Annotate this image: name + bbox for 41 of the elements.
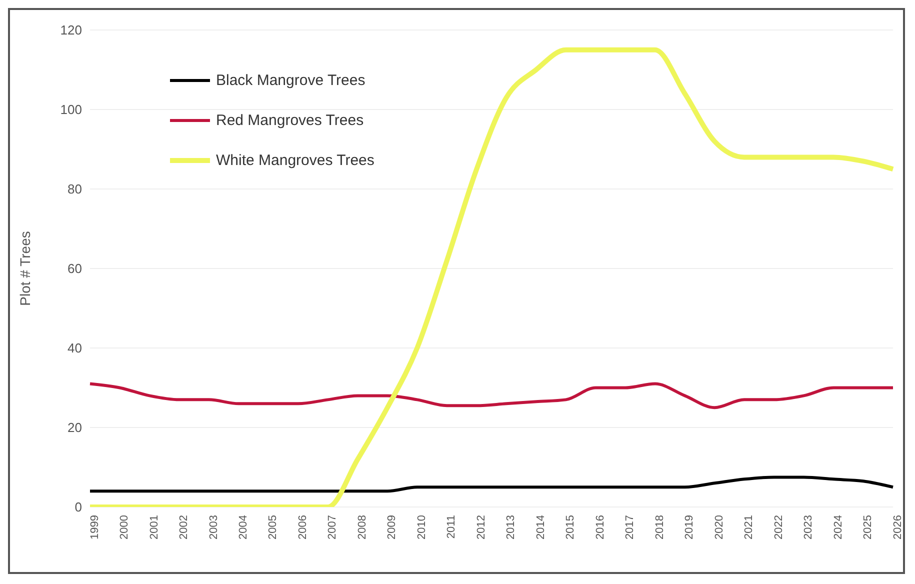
x-tick-label: 2002 [178, 515, 190, 540]
x-tick-label: 2026 [892, 515, 904, 540]
x-tick-label: 2013 [505, 515, 518, 540]
x-tick-label: 2020 [713, 515, 726, 540]
x-tick-label: 2009 [386, 515, 398, 540]
y-tick-label: 40 [68, 340, 82, 356]
y-tick-label: 120 [60, 22, 82, 38]
x-tick-label: 2007 [326, 515, 339, 540]
x-tick-label: 2005 [267, 515, 280, 540]
x-tick-label: 2011 [446, 515, 458, 539]
x-tick-label: 2001 [148, 515, 160, 540]
x-tick-label: 1999 [88, 515, 101, 540]
x-tick-label: 2010 [416, 515, 428, 540]
x-tick-label: 2025 [862, 515, 874, 540]
y-tick-label: 80 [68, 182, 82, 197]
x-tick-label: 2004 [238, 515, 250, 540]
y-tick-label: 20 [68, 420, 82, 436]
x-tick-label: 2006 [296, 515, 309, 540]
y-tick-label: 100 [60, 102, 82, 118]
x-tick-label: 2000 [118, 515, 131, 540]
legend-label: White Mangroves Trees [216, 152, 374, 168]
x-tick-label: 2017 [624, 515, 636, 540]
y-tick-label: 0 [74, 500, 82, 515]
line-series [88, 382, 894, 410]
legend-label: Red Mangroves Trees [216, 112, 364, 128]
x-tick-label: 2019 [684, 515, 696, 540]
y-tick-label: 60 [68, 261, 82, 276]
x-tick-label: 2014 [534, 515, 547, 540]
x-tick-label: 2003 [208, 515, 220, 540]
x-tick-label: 2023 [802, 515, 815, 540]
x-tick-label: 2016 [594, 515, 606, 540]
x-tick-label: 2022 [772, 515, 785, 540]
x-tick-label: 2015 [564, 515, 577, 540]
x-tick-label: 2024 [832, 515, 844, 540]
x-tick-label: 2021 [743, 515, 756, 540]
x-tick-label: 2018 [654, 515, 666, 540]
x-tick-label: 2008 [356, 515, 368, 540]
line-series [88, 476, 894, 493]
y-axis-title: Plot # Trees [16, 231, 33, 306]
x-tick-label: 2012 [475, 515, 488, 540]
legend-label: Black Mangrove Trees [216, 72, 366, 88]
